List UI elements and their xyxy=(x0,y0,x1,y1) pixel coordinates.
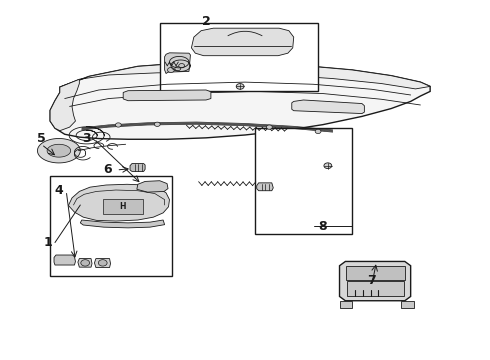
Polygon shape xyxy=(60,62,430,89)
Polygon shape xyxy=(80,220,165,228)
Polygon shape xyxy=(69,184,170,221)
Text: 1: 1 xyxy=(43,236,52,249)
Polygon shape xyxy=(137,181,168,192)
Bar xyxy=(160,23,318,91)
Bar xyxy=(347,281,404,296)
Bar xyxy=(255,128,352,234)
Text: H: H xyxy=(120,202,126,211)
Polygon shape xyxy=(47,144,71,157)
Circle shape xyxy=(98,260,107,266)
Polygon shape xyxy=(95,258,111,267)
Text: 6: 6 xyxy=(103,163,112,176)
Text: 8: 8 xyxy=(318,220,327,233)
Circle shape xyxy=(81,260,90,266)
Bar xyxy=(346,266,405,280)
Circle shape xyxy=(315,129,321,134)
Polygon shape xyxy=(50,79,79,131)
Polygon shape xyxy=(257,183,273,191)
Text: 5: 5 xyxy=(37,132,46,145)
Bar xyxy=(103,199,143,214)
Text: 7: 7 xyxy=(368,274,376,287)
Polygon shape xyxy=(37,139,80,163)
Text: 4: 4 xyxy=(54,184,63,197)
Polygon shape xyxy=(50,62,430,139)
Circle shape xyxy=(154,122,160,126)
Circle shape xyxy=(179,64,185,68)
Polygon shape xyxy=(54,255,75,265)
Polygon shape xyxy=(78,258,92,267)
Polygon shape xyxy=(165,53,191,73)
Text: 2: 2 xyxy=(202,14,210,27)
Polygon shape xyxy=(192,28,294,56)
Circle shape xyxy=(116,123,121,127)
Text: 3: 3 xyxy=(82,132,91,145)
Polygon shape xyxy=(123,90,211,101)
Polygon shape xyxy=(292,100,365,113)
Polygon shape xyxy=(130,163,145,171)
Bar xyxy=(340,301,352,308)
Bar xyxy=(50,176,172,276)
Bar xyxy=(401,301,414,308)
Circle shape xyxy=(324,163,332,168)
Circle shape xyxy=(175,66,181,71)
Polygon shape xyxy=(340,261,411,301)
Circle shape xyxy=(168,67,174,72)
Circle shape xyxy=(236,84,244,89)
Circle shape xyxy=(267,125,272,129)
